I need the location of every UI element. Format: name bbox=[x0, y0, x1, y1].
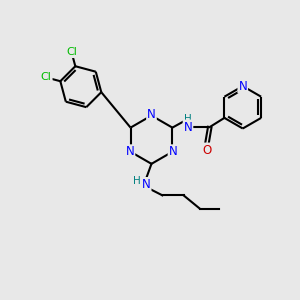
Text: N: N bbox=[147, 109, 156, 122]
Text: N: N bbox=[169, 145, 177, 158]
Text: N: N bbox=[238, 80, 247, 93]
Text: Cl: Cl bbox=[66, 47, 77, 57]
Text: N: N bbox=[142, 178, 151, 191]
Text: Cl: Cl bbox=[41, 72, 52, 82]
Text: N: N bbox=[184, 121, 192, 134]
Text: H: H bbox=[184, 114, 192, 124]
Text: N: N bbox=[126, 145, 134, 158]
Text: H: H bbox=[133, 176, 141, 186]
Text: O: O bbox=[202, 143, 212, 157]
